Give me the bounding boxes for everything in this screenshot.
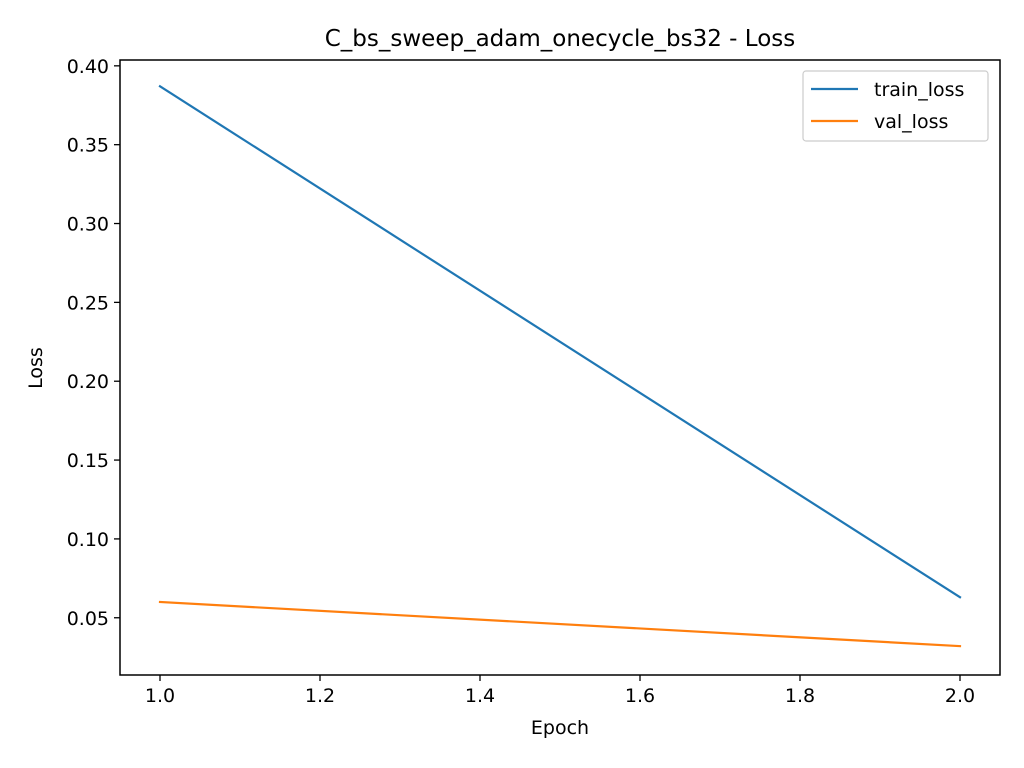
y-tick-label: 0.05	[67, 608, 109, 630]
x-tick-label: 2.0	[945, 685, 975, 707]
x-axis-label: Epoch	[531, 717, 589, 739]
series-line-train-loss	[158, 84, 962, 599]
chart-title: C_bs_sweep_adam_onecycle_bs32 - Loss	[325, 26, 796, 52]
x-tick-label: 1.8	[785, 685, 815, 707]
y-tick-label: 0.35	[67, 135, 109, 157]
x-tick-label: 1.6	[625, 685, 655, 707]
legend-items: train_loss val_loss	[811, 79, 964, 133]
legend-label-train-loss: train_loss	[874, 79, 964, 101]
plot-area	[119, 59, 1001, 676]
y-axis-ticks: 0.05 0.10 0.15 0.20 0.25 0.30 0.35 0.40	[67, 56, 120, 630]
y-tick-label: 0.30	[67, 214, 109, 236]
y-tick-label: 0.10	[67, 529, 109, 551]
y-axis-label: Loss	[25, 347, 47, 389]
y-tick-label: 0.25	[67, 292, 109, 314]
series-layer	[158, 84, 962, 648]
legend: train_loss val_loss	[802, 70, 989, 142]
y-tick-label: 0.40	[67, 56, 109, 78]
axes-frame	[119, 59, 1001, 676]
x-axis-ticks: 1.0 1.2 1.4 1.6 1.8 2.0	[145, 675, 975, 707]
y-tick-label: 0.15	[67, 450, 109, 472]
x-tick-label: 1.2	[305, 685, 335, 707]
x-tick-label: 1.0	[145, 685, 175, 707]
legend-label-val-loss: val_loss	[874, 111, 948, 133]
series-line-val-loss	[158, 600, 962, 648]
y-tick-label: 0.20	[67, 371, 109, 393]
x-tick-label: 1.4	[465, 685, 495, 707]
